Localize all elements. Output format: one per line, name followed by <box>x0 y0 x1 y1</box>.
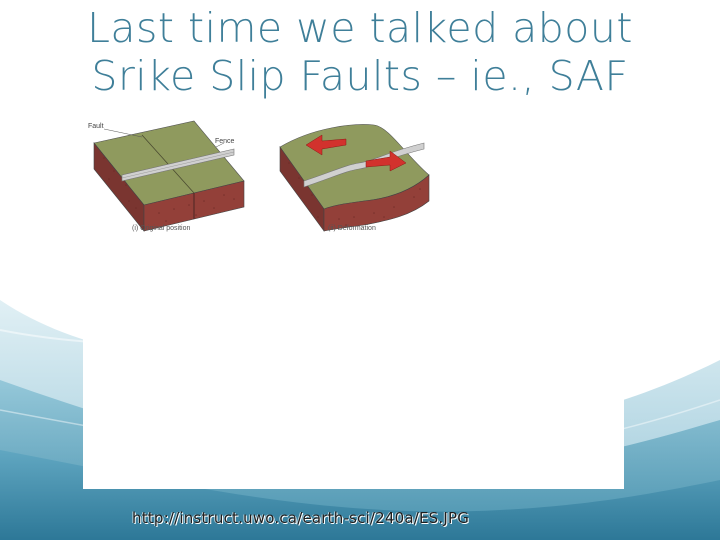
fault-diagram <box>93 120 430 232</box>
caption-deformation: (ii) Deformation <box>328 225 376 232</box>
block-original <box>93 120 245 232</box>
arrow-left-icon <box>305 134 347 156</box>
label-fault: Fault <box>88 123 104 130</box>
block-deformation <box>279 124 430 232</box>
fault-figure: Fault Fence (i) Original position (ii) D… <box>84 113 454 241</box>
caption-original: (i) Original position <box>132 225 191 232</box>
slide-title: Last time we talked about Srike Slip Fau… <box>0 4 720 100</box>
title-line-2: Srike Slip Faults – ie., SAF <box>91 52 629 100</box>
title-line-1: Last time we talked about <box>87 4 633 52</box>
arrow-right-icon <box>365 150 407 172</box>
label-fence: Fence <box>215 138 235 145</box>
source-url[interactable]: http://instruct.uwo.ca/earth-sci/240a/ES… <box>132 509 470 527</box>
